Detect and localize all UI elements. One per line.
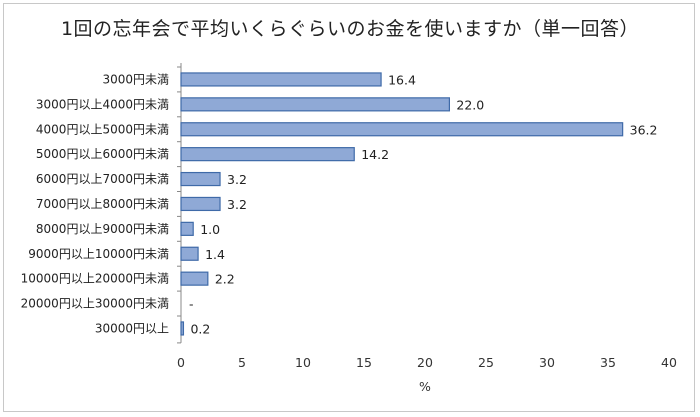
x-axis-label: % <box>419 379 431 394</box>
category-label: 5000円以上6000円未満 <box>36 147 169 161</box>
bar <box>180 221 194 236</box>
category-label: 4000円以上5000円未満 <box>36 122 169 136</box>
bar <box>180 147 355 162</box>
data-label: 22.0 <box>456 97 484 112</box>
x-tick-label: 25 <box>478 355 494 370</box>
category-label: 3000円以上4000円未満 <box>36 97 169 111</box>
x-tick-label: 35 <box>600 355 616 370</box>
category-label: 8000円以上9000円未満 <box>36 222 169 236</box>
data-label: 3.2 <box>227 197 247 212</box>
x-tick-label: 20 <box>417 355 433 370</box>
data-label: - <box>189 297 194 312</box>
category-label: 20000円以上30000円未満 <box>21 297 169 311</box>
x-tick-label: 15 <box>356 355 372 370</box>
data-label: 3.2 <box>227 172 247 187</box>
category-label: 30000円以上 <box>95 321 169 335</box>
bar <box>180 72 382 87</box>
x-tick-label: 10 <box>295 355 311 370</box>
data-label: 1.0 <box>200 222 220 237</box>
bar <box>180 171 221 187</box>
data-label: 0.2 <box>190 321 210 336</box>
data-label: 2.2 <box>215 272 235 287</box>
category-label: 7000円以上8000円未満 <box>36 197 169 211</box>
x-tick-label: 5 <box>238 355 246 370</box>
bar <box>180 246 199 261</box>
data-label: 14.2 <box>361 147 389 162</box>
chart-frame <box>3 3 695 412</box>
data-label: 16.4 <box>388 72 416 87</box>
data-label: 36.2 <box>630 122 658 137</box>
chart-title: 1回の忘年会で平均いくらぐらいのお金を使いますか（単一回答） <box>60 18 640 40</box>
x-tick-label: 30 <box>539 355 555 370</box>
bar <box>180 122 624 137</box>
x-tick-label: 40 <box>661 355 677 370</box>
bar <box>180 196 221 212</box>
data-label: 1.4 <box>205 247 225 262</box>
bar <box>180 271 209 286</box>
category-label: 3000円未満 <box>102 72 169 86</box>
category-label: 9000円以上10000円未満 <box>28 247 169 261</box>
x-tick-label: 0 <box>177 355 185 370</box>
category-label: 10000円以上20000円未満 <box>21 272 169 286</box>
bar <box>180 97 450 112</box>
bar <box>180 321 185 336</box>
category-label: 6000円以上7000円未満 <box>36 172 169 186</box>
